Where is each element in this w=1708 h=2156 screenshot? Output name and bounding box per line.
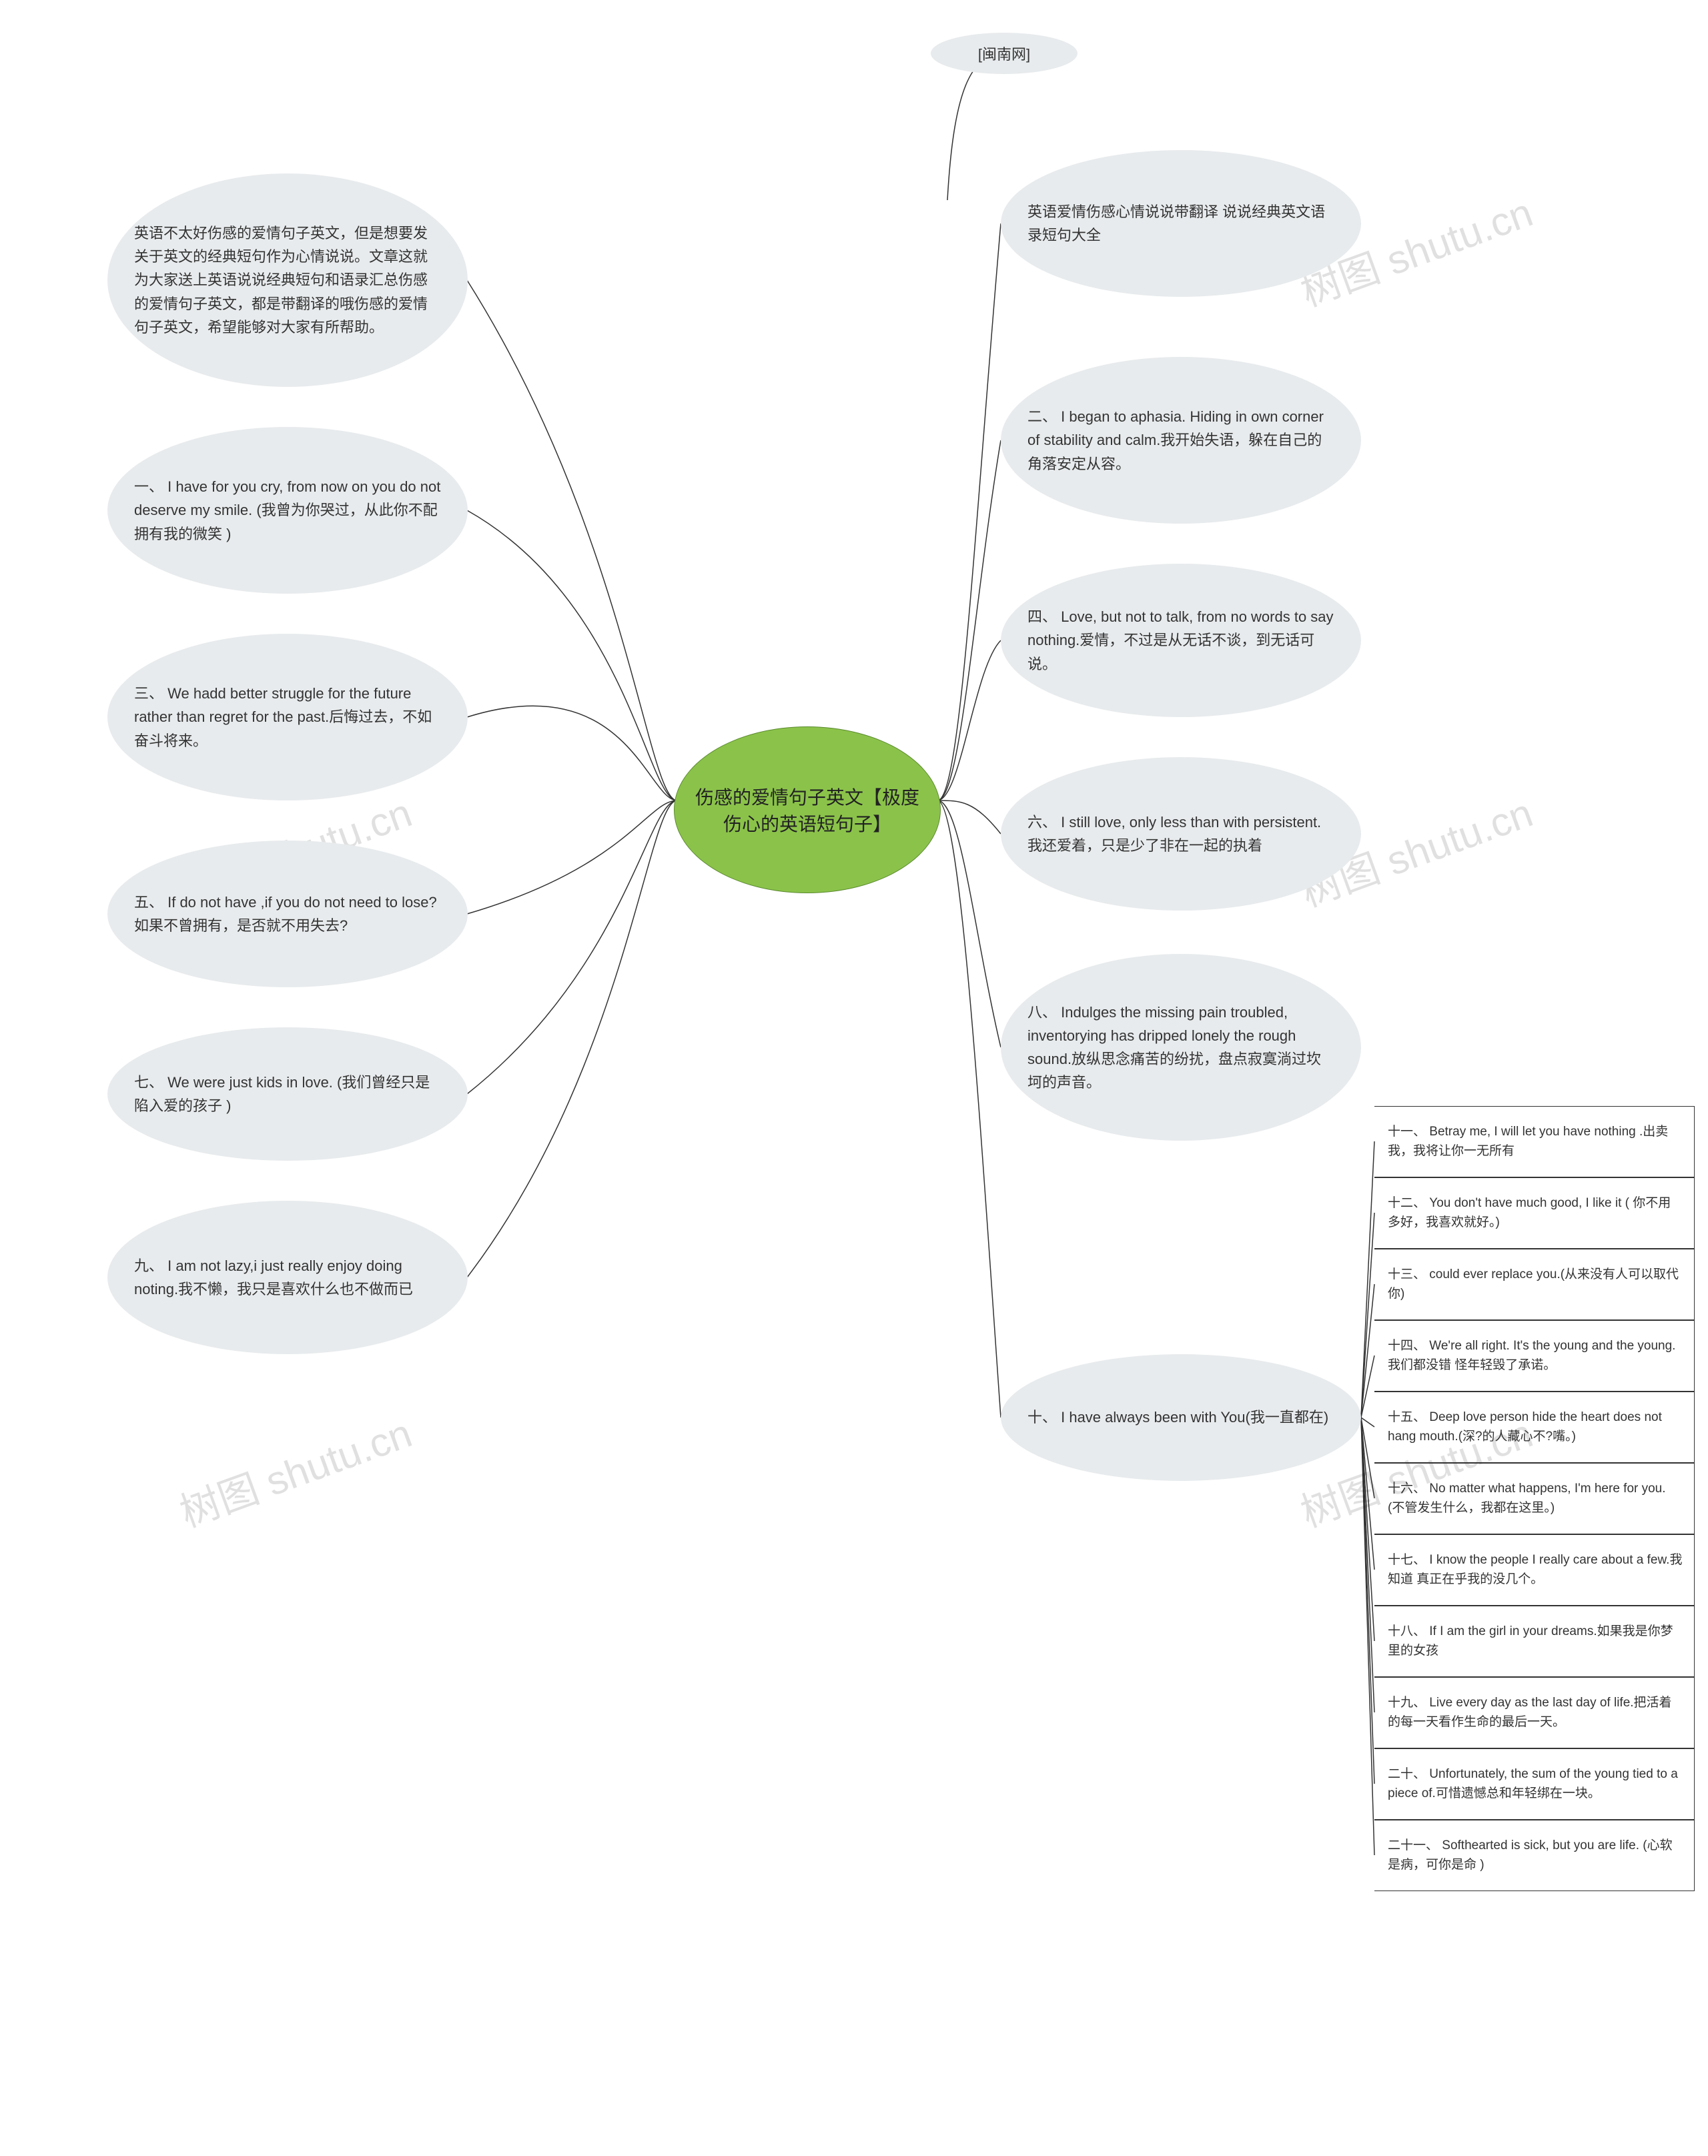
- node-text: 四、 Love, but not to talk, from no words …: [1027, 605, 1334, 676]
- node-text: 六、 I still love, only less than with per…: [1027, 811, 1334, 857]
- node-text: 英语不太好伤感的爱情句子英文，但是想要发关于英文的经典短句作为心情说说。文章这就…: [134, 221, 441, 339]
- source-tag: [闽南网]: [931, 33, 1078, 74]
- node-bubble[interactable]: 二、 I began to aphasia. Hiding in own cor…: [1001, 357, 1361, 524]
- node-text: 十、 I have always been with You(我一直都在): [1027, 1406, 1334, 1429]
- node-bubble[interactable]: 八、 Indulges the missing pain troubled, i…: [1001, 954, 1361, 1141]
- list-item-text: 十二、 You don't have much good, I like it …: [1388, 1194, 1683, 1232]
- list-item[interactable]: 十三、 could ever replace you.(从来没有人可以取代你): [1374, 1249, 1695, 1320]
- node-bubble[interactable]: 一、 I have for you cry, from now on you d…: [107, 427, 468, 594]
- list-item[interactable]: 十二、 You don't have much good, I like it …: [1374, 1177, 1695, 1249]
- list-item[interactable]: 十九、 Live every day as the last day of li…: [1374, 1677, 1695, 1748]
- list-item-text: 二十、 Unfortunately, the sum of the young …: [1388, 1765, 1683, 1803]
- watermark: 树图 shutu.cn: [171, 1401, 418, 1538]
- node-text: 七、 We were just kids in love. (我们曾经只是陷入爱…: [134, 1071, 441, 1117]
- list-item[interactable]: 二十、 Unfortunately, the sum of the young …: [1374, 1748, 1695, 1820]
- node-bubble[interactable]: 英语爱情伤感心情说说带翻译 说说经典英文语录短句大全: [1001, 150, 1361, 297]
- list-item-text: 十七、 I know the people I really care abou…: [1388, 1551, 1683, 1589]
- list-item-text: 十六、 No matter what happens, I'm here for…: [1388, 1480, 1683, 1518]
- list-item[interactable]: 十五、 Deep love person hide the heart does…: [1374, 1392, 1695, 1463]
- node-bubble[interactable]: 六、 I still love, only less than with per…: [1001, 757, 1361, 911]
- list-item-text: 十八、 If I am the girl in your dreams.如果我是…: [1388, 1622, 1683, 1660]
- list-item-text: 十九、 Live every day as the last day of li…: [1388, 1694, 1683, 1732]
- node-text: 一、 I have for you cry, from now on you d…: [134, 475, 441, 546]
- node-bubble[interactable]: 七、 We were just kids in love. (我们曾经只是陷入爱…: [107, 1027, 468, 1161]
- center-node-label: 伤感的爱情句子英文【极度伤心的英语短句子】: [688, 783, 927, 837]
- node-text: 九、 I am not lazy,i just really enjoy doi…: [134, 1254, 441, 1301]
- source-tag-label: [闽南网]: [978, 43, 1030, 64]
- list-item[interactable]: 二十一、 Softhearted is sick, but you are li…: [1374, 1820, 1695, 1891]
- list-item-text: 十一、 Betray me, I will let you have nothi…: [1388, 1123, 1683, 1161]
- node-bubble[interactable]: 三、 We hadd better struggle for the futur…: [107, 634, 468, 800]
- list-item-text: 十四、 We're all right. It's the young and …: [1388, 1337, 1683, 1375]
- node-bubble[interactable]: 四、 Love, but not to talk, from no words …: [1001, 564, 1361, 717]
- node-bubble[interactable]: 五、 If do not have ,if you do not need to…: [107, 841, 468, 987]
- list-item[interactable]: 十一、 Betray me, I will let you have nothi…: [1374, 1106, 1695, 1177]
- list-item-text: 十三、 could ever replace you.(从来没有人可以取代你): [1388, 1265, 1683, 1303]
- list-item-text: 十五、 Deep love person hide the heart does…: [1388, 1408, 1683, 1446]
- node-bubble[interactable]: 十、 I have always been with You(我一直都在): [1001, 1354, 1361, 1481]
- list-item-text: 二十一、 Softhearted is sick, but you are li…: [1388, 1836, 1683, 1874]
- list-item[interactable]: 十七、 I know the people I really care abou…: [1374, 1534, 1695, 1606]
- node-text: 八、 Indulges the missing pain troubled, i…: [1027, 1001, 1334, 1095]
- center-node[interactable]: 伤感的爱情句子英文【极度伤心的英语短句子】: [674, 726, 941, 893]
- list-item[interactable]: 十六、 No matter what happens, I'm here for…: [1374, 1463, 1695, 1534]
- node-text: 三、 We hadd better struggle for the futur…: [134, 682, 441, 752]
- node-bubble[interactable]: 英语不太好伤感的爱情句子英文，但是想要发关于英文的经典短句作为心情说说。文章这就…: [107, 173, 468, 387]
- list-item[interactable]: 十八、 If I am the girl in your dreams.如果我是…: [1374, 1606, 1695, 1677]
- node-text: 英语爱情伤感心情说说带翻译 说说经典英文语录短句大全: [1027, 200, 1334, 247]
- list-item[interactable]: 十四、 We're all right. It's the young and …: [1374, 1320, 1695, 1392]
- node-bubble[interactable]: 九、 I am not lazy,i just really enjoy doi…: [107, 1201, 468, 1354]
- node-text: 五、 If do not have ,if you do not need to…: [134, 891, 441, 937]
- node-text: 二、 I began to aphasia. Hiding in own cor…: [1027, 405, 1334, 476]
